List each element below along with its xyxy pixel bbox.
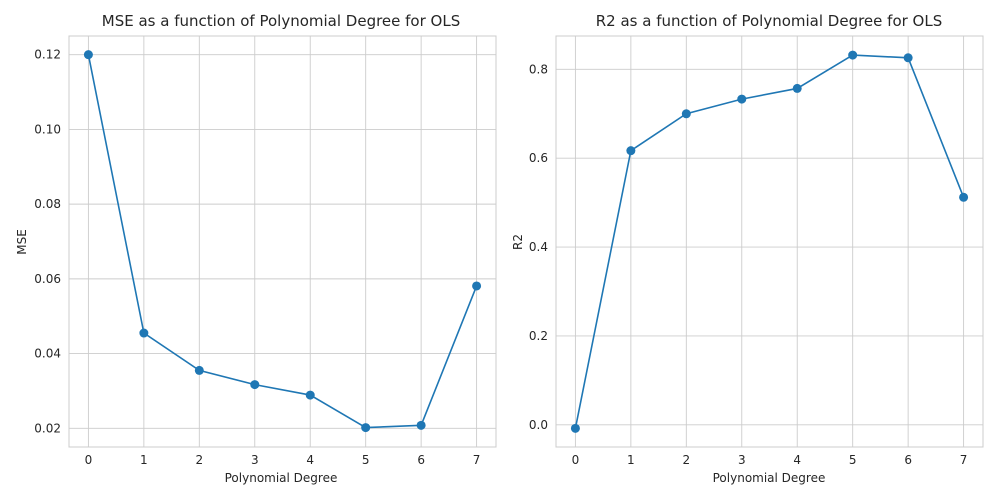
x-tick-label: 5 — [362, 453, 370, 467]
x-tick-label: 2 — [195, 453, 203, 467]
data-point — [416, 420, 426, 430]
plot-frame — [555, 35, 984, 448]
x-tick-label: 7 — [473, 453, 481, 467]
y-tick-label: 0.02 — [34, 421, 61, 435]
data-point — [194, 365, 204, 375]
x-axis-label: Polynomial Degree — [713, 471, 826, 485]
y-axis-label: MSE — [15, 229, 29, 255]
y-axis-label: R2 — [511, 234, 525, 250]
series-line — [574, 54, 965, 429]
data-point — [361, 423, 371, 433]
data-point — [250, 380, 260, 390]
data-point — [626, 146, 636, 156]
grid-lines — [556, 36, 983, 447]
grid-lines — [69, 36, 496, 447]
x-tick-label: 1 — [140, 453, 148, 467]
data-point — [792, 83, 802, 93]
y-tick-label: 0.0 — [529, 418, 548, 432]
chart-title: R2 as a function of Polynomial Degree fo… — [596, 12, 943, 30]
data-point — [305, 390, 315, 400]
y-tick-label: 0.04 — [34, 347, 61, 361]
x-tick-label: 0 — [85, 453, 93, 467]
data-point — [848, 50, 858, 60]
x-tick-label: 7 — [960, 453, 968, 467]
y-tick-label: 0.12 — [34, 48, 61, 62]
x-tick-label: 3 — [251, 453, 259, 467]
series-line — [87, 54, 478, 429]
x-tick-label: 3 — [738, 453, 746, 467]
y-tick-label: 0.10 — [34, 122, 61, 136]
mse-chart: MSE as a function of Polynomial Degree f… — [15, 12, 497, 485]
x-tick-label: 2 — [682, 453, 690, 467]
x-tick-label: 1 — [627, 453, 635, 467]
x-axis-label: Polynomial Degree — [225, 471, 338, 485]
data-point — [570, 423, 580, 433]
x-tick-label: 6 — [904, 453, 912, 467]
x-tick-label: 0 — [572, 453, 580, 467]
y-tick-label: 0.8 — [529, 62, 548, 76]
data-point — [737, 94, 747, 104]
plot-frame — [68, 35, 497, 448]
data-point — [472, 281, 482, 291]
x-tick-label: 4 — [793, 453, 801, 467]
y-tick-label: 0.06 — [34, 272, 61, 286]
data-point — [959, 192, 969, 202]
y-tick-label: 0.4 — [529, 240, 548, 254]
data-point — [139, 328, 149, 338]
y-tick-label: 0.08 — [34, 197, 61, 211]
data-point — [681, 109, 691, 119]
data-point — [903, 53, 913, 63]
x-tick-label: 5 — [849, 453, 857, 467]
x-tick-label: 6 — [417, 453, 425, 467]
y-tick-label: 0.2 — [529, 329, 548, 343]
data-point — [83, 50, 93, 60]
x-tick-label: 4 — [306, 453, 314, 467]
y-tick-label: 0.6 — [529, 151, 548, 165]
r2-chart: R2 as a function of Polynomial Degree fo… — [511, 12, 984, 485]
chart-title: MSE as a function of Polynomial Degree f… — [102, 12, 460, 30]
